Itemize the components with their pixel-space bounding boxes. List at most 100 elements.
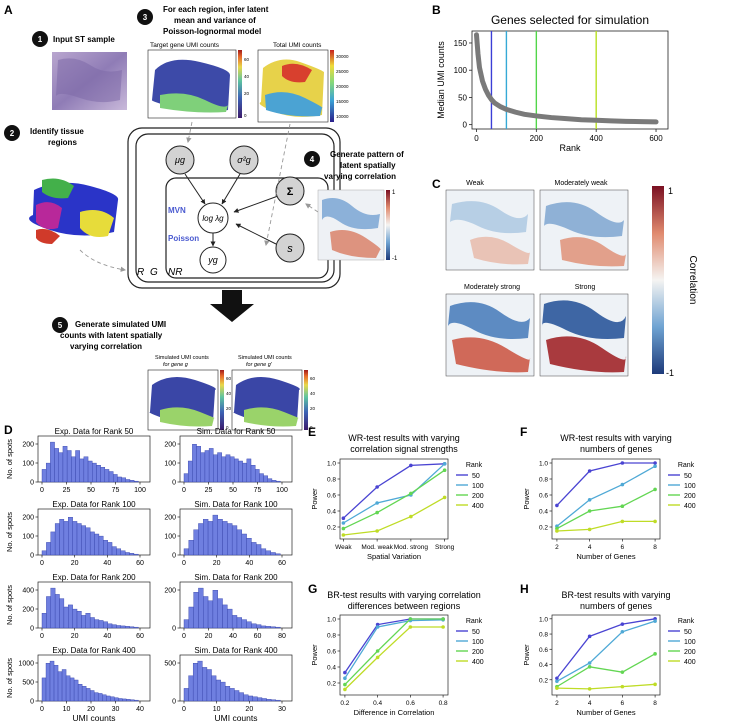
histogram-bar bbox=[79, 458, 85, 483]
sim-g-tick: 0 bbox=[226, 425, 229, 430]
chart-point bbox=[620, 482, 625, 487]
histogram-xtick-label: 50 bbox=[87, 487, 95, 494]
panel-letter-b: B bbox=[432, 3, 441, 17]
legend-label: 400 bbox=[684, 503, 696, 510]
chart-point bbox=[653, 519, 657, 524]
corr-map-strong-title: Strong bbox=[575, 284, 596, 291]
legend-label: 100 bbox=[472, 483, 484, 490]
legend-label: 400 bbox=[472, 503, 484, 510]
chart-frame bbox=[339, 614, 449, 696]
chart-xlabel: Difference in Correlation bbox=[354, 708, 435, 717]
corr-map-tick-bottom: -1 bbox=[392, 256, 398, 262]
histogram-bar bbox=[85, 688, 91, 702]
histogram-bar bbox=[62, 446, 68, 483]
chart-xtick-label: Mod. strong bbox=[394, 544, 429, 551]
histogram-bar bbox=[242, 462, 248, 483]
histogram-bar bbox=[54, 594, 60, 629]
arrow-corr-to-model bbox=[305, 203, 319, 213]
histogram-bar bbox=[50, 587, 56, 629]
histogram-bar bbox=[76, 611, 82, 629]
chart-xtick-label: 0.2 bbox=[340, 700, 349, 707]
sim-g-tick: 20 bbox=[226, 406, 232, 411]
chart-b-title: Genes selected for simulation bbox=[491, 13, 649, 27]
chart-point bbox=[375, 485, 379, 489]
histogram-bar bbox=[41, 469, 47, 483]
histogram-ytick-label: 0 bbox=[172, 553, 176, 560]
histogram-ytick-label: 200 bbox=[164, 442, 176, 449]
node-s-label: s bbox=[287, 243, 293, 255]
chart-series-line bbox=[344, 626, 444, 690]
histogram-bar bbox=[68, 604, 73, 629]
chart-title: differences between regions bbox=[348, 601, 461, 611]
plate-n-label: NR bbox=[168, 267, 182, 278]
histogram-bar bbox=[265, 626, 271, 629]
chart-b-frame bbox=[471, 30, 669, 130]
histogram-bar bbox=[81, 525, 86, 556]
histogram-bar bbox=[207, 521, 214, 556]
histogram-bar bbox=[76, 523, 82, 556]
histogram-bar bbox=[207, 600, 214, 629]
histogram-bar bbox=[122, 698, 127, 702]
corr-map-weak-positive bbox=[470, 236, 530, 265]
chart-point bbox=[555, 503, 559, 508]
histogram: Exp. Data for Rank 400 0 10 20 30 40 0 500 1000 N… bbox=[5, 646, 151, 723]
chart-title: WR-test results with varying bbox=[560, 433, 672, 443]
corr-map-modstrong-title: Moderately strong bbox=[464, 284, 520, 291]
histogram-bar bbox=[94, 533, 100, 556]
histogram: Sim. Data for Rank 100 0 20 40 60 0 100 200 bbox=[164, 500, 293, 567]
histogram-title: Sim. Data for Rank 100 bbox=[194, 500, 278, 509]
histogram-bar bbox=[220, 681, 226, 702]
chart-point bbox=[587, 665, 592, 669]
histogram-bar bbox=[198, 523, 204, 556]
map-total-high-spots bbox=[282, 63, 312, 83]
histogram-bar bbox=[125, 479, 131, 483]
chart-point bbox=[653, 461, 657, 465]
chart-series-line bbox=[556, 465, 656, 527]
histogram-xtick-label: 40 bbox=[136, 706, 144, 713]
chart-ytick-label: 0.6 bbox=[539, 647, 548, 654]
chart-b-xtick-label: 200 bbox=[530, 134, 544, 143]
chart-point bbox=[343, 687, 347, 692]
chart-b-ytick-label: 0 bbox=[463, 121, 468, 130]
node-mu-label: μg bbox=[174, 155, 185, 165]
map-target-tick: 60 bbox=[244, 57, 250, 62]
big-arrow bbox=[210, 290, 254, 322]
chart-xtick-label: 4 bbox=[588, 700, 592, 707]
histogram-bar bbox=[116, 548, 122, 556]
histogram-bar bbox=[275, 553, 281, 556]
histogram-bar bbox=[217, 598, 223, 629]
histogram-bar bbox=[81, 615, 86, 629]
histogram-bar bbox=[120, 625, 126, 629]
histogram-ylabel: No. of spots bbox=[5, 585, 14, 625]
chart-ytick-label: 0.4 bbox=[539, 662, 548, 669]
node-sigma-label: σ²g bbox=[237, 155, 250, 165]
histogram-bar bbox=[193, 529, 199, 556]
histogram-bar bbox=[69, 677, 75, 702]
poisson-label: Poisson bbox=[168, 234, 199, 243]
map-total-tick: 15000 bbox=[336, 99, 349, 104]
legend-title: Rank bbox=[678, 462, 695, 469]
histogram-bar bbox=[246, 621, 252, 629]
chart-point bbox=[442, 495, 447, 500]
sim-g-colorbar bbox=[220, 370, 224, 430]
histogram-bar bbox=[93, 692, 99, 702]
histogram-bar bbox=[213, 454, 218, 483]
histogram-xtick-label: 0 bbox=[40, 487, 44, 494]
histogram-bar bbox=[188, 675, 194, 702]
histogram-xtick-label: 0 bbox=[40, 706, 44, 713]
region-map-red bbox=[36, 228, 60, 244]
histogram-bar bbox=[129, 480, 135, 483]
histogram-xtick-label: 10 bbox=[213, 706, 221, 713]
histogram-bar bbox=[260, 548, 267, 556]
histogram-bar bbox=[126, 699, 131, 702]
corr-colorbar-label: Correlation bbox=[687, 256, 698, 305]
histogram-xtick-label: 20 bbox=[71, 633, 79, 640]
chart-b-ylabel: Median UMI counts bbox=[436, 41, 446, 119]
node-mu bbox=[165, 145, 195, 175]
chart-point bbox=[375, 510, 379, 515]
histogram-xtick-label: 0 bbox=[182, 633, 186, 640]
histogram-bar bbox=[203, 596, 209, 629]
chart-point bbox=[587, 469, 592, 473]
chart-series-line bbox=[556, 520, 656, 532]
